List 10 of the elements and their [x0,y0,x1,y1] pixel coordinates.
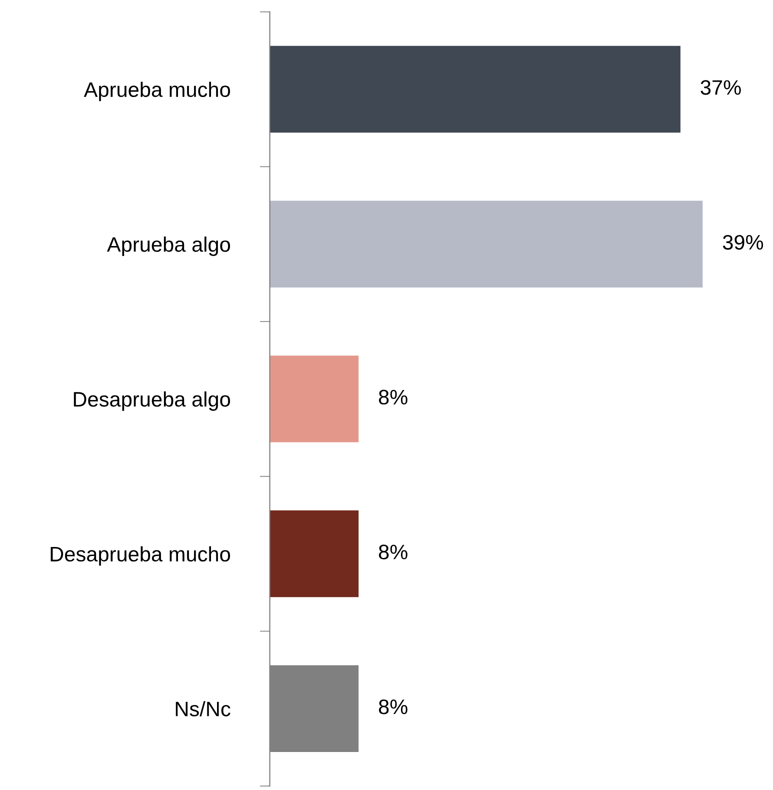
data-label: 37% [700,80,741,95]
data-label: 39% [722,234,764,250]
y-tick-label: Ns/Nc [176,701,230,716]
y-tick-label: Desaprueba mucho [50,546,230,566]
y-tick-label: Desaprueba algo [74,391,230,411]
y-tick-label: Aprueba algo [107,236,230,256]
data-label: 8% [378,390,408,405]
data-label: 8% [378,544,408,560]
y-tick-label: Aprueba mucho [84,82,230,102]
data-label: 8% [378,699,408,714]
